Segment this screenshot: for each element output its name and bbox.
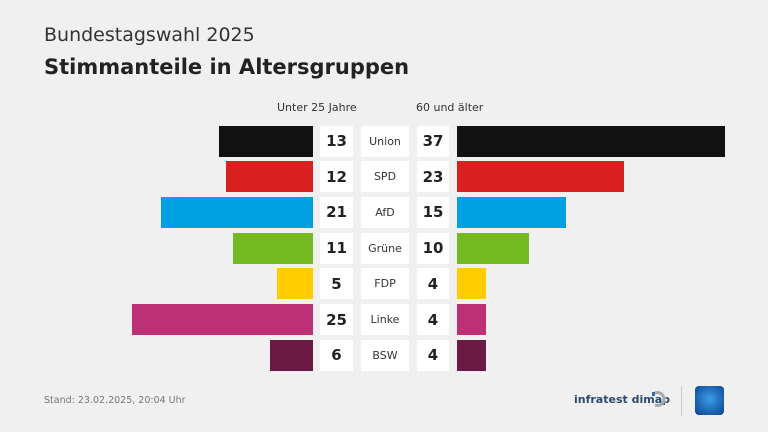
value-left-Union: 13 xyxy=(320,125,353,157)
value-left-FDP: 5 xyxy=(320,268,353,300)
party-label-Union: Union xyxy=(361,125,409,157)
value-left-Grüne: 11 xyxy=(320,232,353,264)
bar-right-Linke xyxy=(457,304,486,335)
value-left-AfD: 21 xyxy=(320,196,353,228)
bar-left-SPD xyxy=(226,161,313,193)
chart-title: Stimmanteile in Altersgruppen xyxy=(44,55,410,79)
left-column-header: Unter 25 Jahre xyxy=(277,101,357,114)
divider xyxy=(681,386,682,416)
value-left-BSW: 6 xyxy=(320,339,353,371)
value-right-Grüne: 10 xyxy=(417,232,449,264)
dimap-icon xyxy=(652,391,666,407)
bar-left-AfD xyxy=(160,196,313,228)
infratest-dimap-logo: infratest dimap xyxy=(574,393,670,406)
value-left-Linke: 25 xyxy=(320,304,353,335)
party-label-Linke: Linke xyxy=(361,304,409,335)
party-label-Grüne: Grüne xyxy=(361,232,409,264)
value-left-SPD: 12 xyxy=(320,161,353,193)
bar-right-AfD xyxy=(457,196,566,228)
bar-right-Union xyxy=(457,125,725,157)
bar-left-BSW xyxy=(269,339,313,371)
party-label-BSW: BSW xyxy=(361,339,409,371)
bar-left-Union xyxy=(218,125,313,157)
right-column-header: 60 und älter xyxy=(416,101,484,114)
value-right-SPD: 23 xyxy=(417,161,449,193)
value-right-FDP: 4 xyxy=(417,268,449,300)
bar-right-BSW xyxy=(457,339,486,371)
bar-right-Grüne xyxy=(457,232,530,264)
ard-logo xyxy=(695,386,724,415)
bar-right-SPD xyxy=(457,161,624,193)
value-right-AfD: 15 xyxy=(417,196,449,228)
bar-left-Grüne xyxy=(233,232,313,264)
bar-right-FDP xyxy=(457,268,486,300)
value-right-Union: 37 xyxy=(417,125,449,157)
party-label-FDP: FDP xyxy=(361,268,409,300)
value-right-Linke: 4 xyxy=(417,304,449,335)
bar-left-Linke xyxy=(132,304,313,335)
timestamp: Stand: 23.02.2025, 20:04 Uhr xyxy=(44,395,186,406)
supertitle: Bundestagswahl 2025 xyxy=(44,24,255,46)
bar-left-FDP xyxy=(276,268,313,300)
value-right-BSW: 4 xyxy=(417,339,449,371)
party-label-AfD: AfD xyxy=(361,196,409,228)
party-label-SPD: SPD xyxy=(361,161,409,193)
